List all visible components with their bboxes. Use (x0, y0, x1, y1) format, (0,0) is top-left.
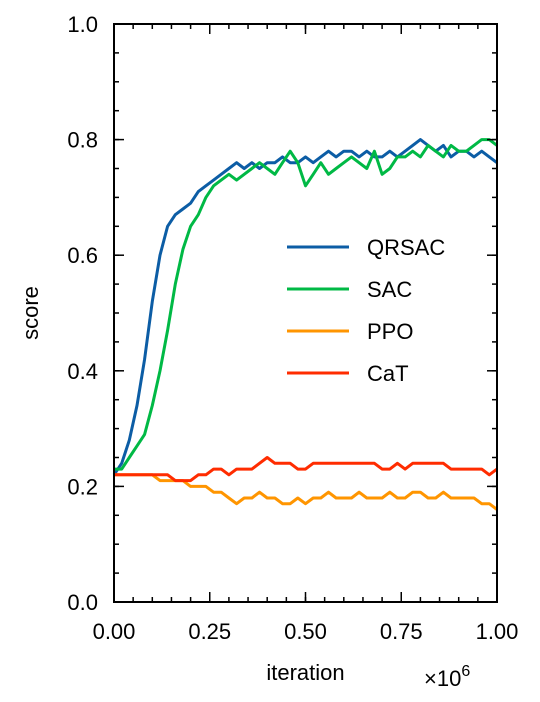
x-tick-label: 0.00 (93, 619, 136, 644)
x-tick-label: 0.25 (188, 619, 231, 644)
x-tick-label: 0.75 (380, 619, 423, 644)
ticks-layer (113, 23, 498, 603)
legend-label-cat: CaT (367, 361, 409, 386)
y-tick-label: 0.2 (67, 474, 98, 499)
x-axis-multiplier: ×106 (424, 663, 470, 691)
x-tick-label: 1.00 (476, 619, 519, 644)
y-tick-label: 0.6 (67, 243, 98, 268)
legend-label-sac: SAC (367, 277, 412, 302)
series-line-sac (114, 138, 498, 471)
y-tick-label: 1.0 (67, 12, 98, 37)
tick-labels-layer: 0.00 0.25 0.50 0.75 1.00 0.0 0.2 0.4 0.6 0.8 1.0 (67, 12, 518, 644)
y-tick-label: 0.4 (67, 359, 98, 384)
legend-label-ppo: PPO (367, 319, 413, 344)
x-tick-label: 0.50 (284, 619, 327, 644)
y-tick-label: 0.8 (67, 128, 98, 153)
y-axis-label: score (18, 286, 43, 340)
series-line-cat (114, 456, 498, 483)
legend-label-qrsac: QRSAC (367, 235, 445, 260)
x-axis-label: iteration (266, 660, 344, 685)
legend: QRSAC SAC PPO CaT (287, 235, 445, 386)
series-layer (112, 138, 498, 511)
x-multiplier-exponent: 6 (461, 663, 470, 680)
series-line-ppo (114, 473, 498, 511)
y-tick-label: 0.0 (67, 590, 98, 615)
x-multiplier-base: ×10 (424, 666, 461, 691)
